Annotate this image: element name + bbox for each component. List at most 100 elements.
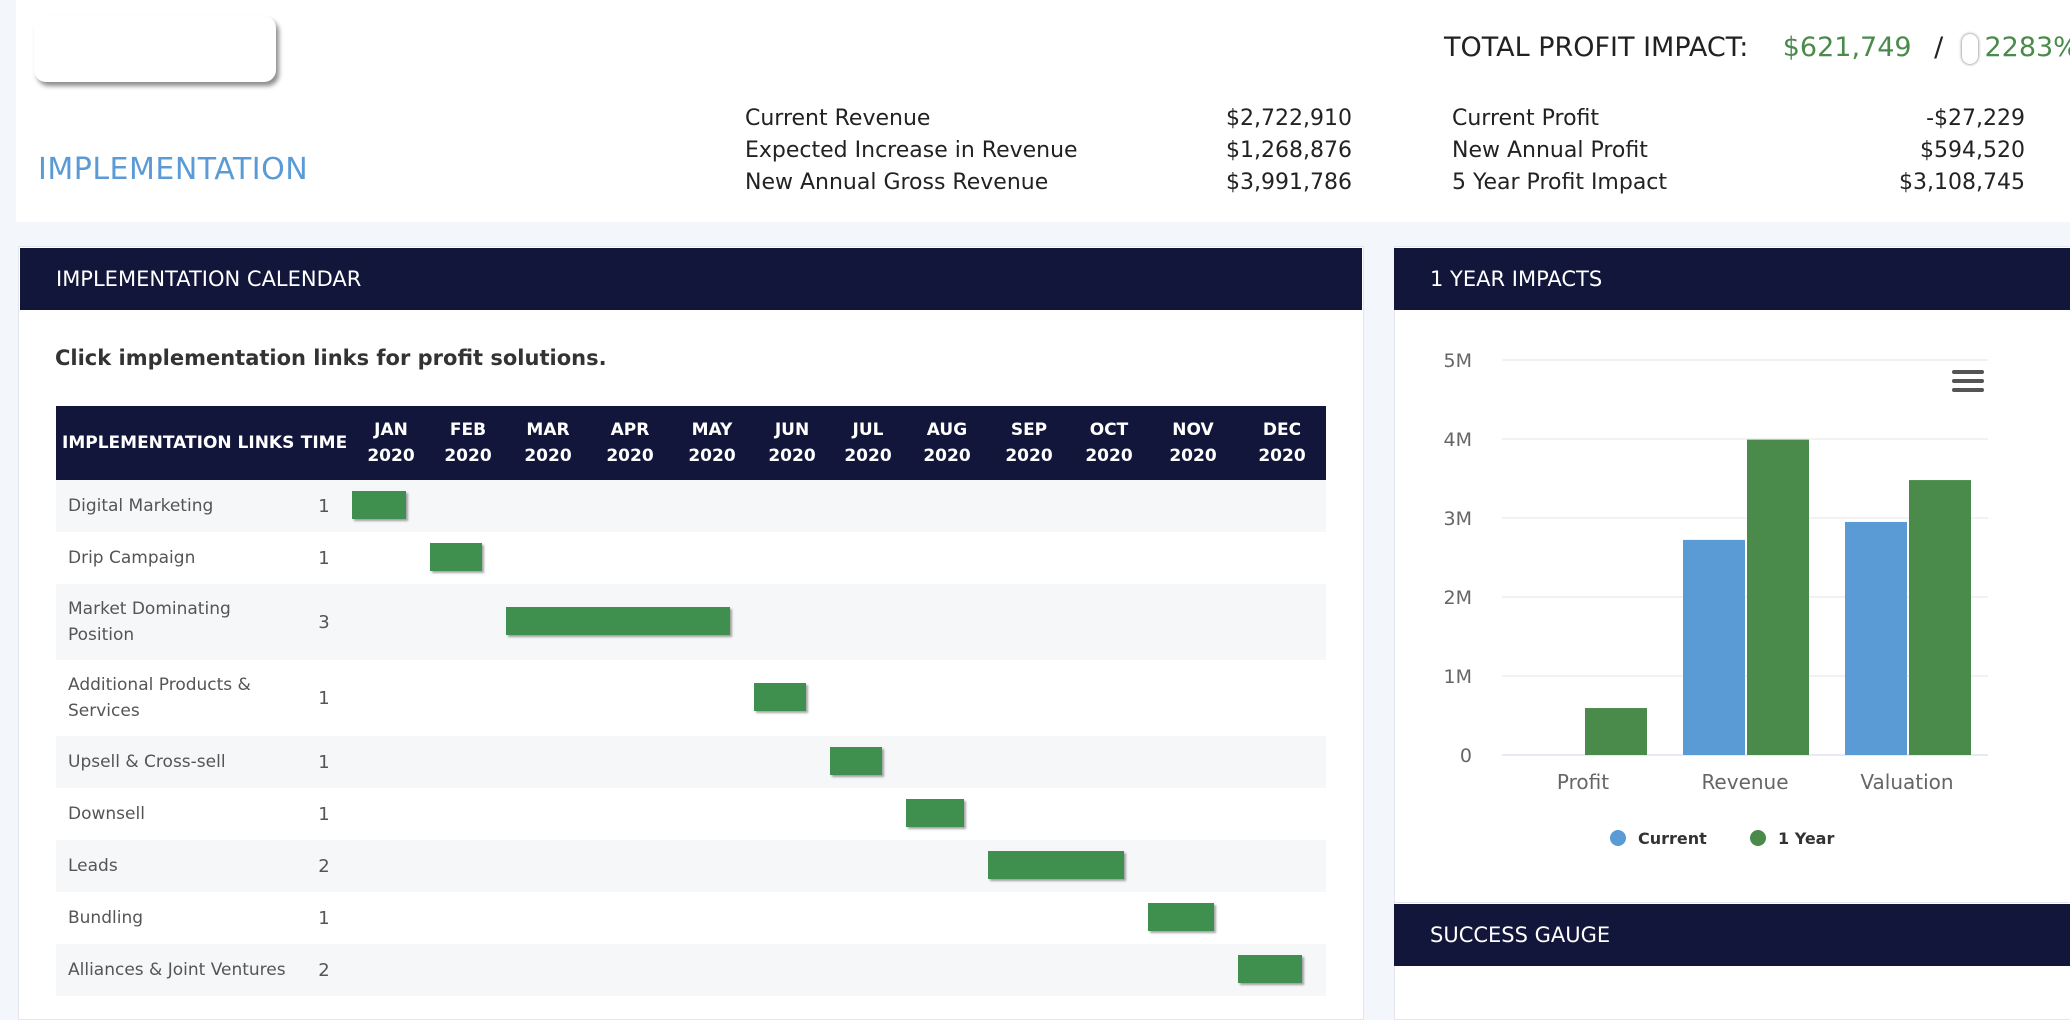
implementation-link[interactable]: Bundling xyxy=(56,892,296,944)
month-cell xyxy=(830,736,906,788)
implementation-link[interactable]: Digital Marketing xyxy=(56,480,296,532)
month-cell xyxy=(670,788,754,840)
timeline-bar[interactable] xyxy=(1238,955,1302,983)
revenue-summary: Current Revenue $2,722,910 Expected Incr… xyxy=(745,103,1352,199)
total-profit-impact: TOTAL PROFIT IMPACT: $621,749 / 2283%+ xyxy=(1444,32,2070,64)
calendar-row: Upsell & Cross-sell 1 xyxy=(56,736,1326,788)
summary-row: New Annual Profit $594,520 xyxy=(1452,135,2025,167)
month-cell xyxy=(988,736,1070,788)
company-logo[interactable] xyxy=(34,16,276,82)
column-header-time: TIME xyxy=(296,406,352,480)
y-tick-label: 1M xyxy=(1444,666,1472,688)
month-cell xyxy=(670,944,754,996)
implementation-link[interactable]: Market Dominating Position xyxy=(56,584,296,660)
summary-value: $1,268,876 xyxy=(1226,138,1352,163)
column-header-month: JUL 2020 xyxy=(830,406,906,480)
year-label: 2020 xyxy=(606,446,654,466)
implementation-link[interactable]: Additional Products & Services xyxy=(56,660,296,736)
timeline-bar[interactable] xyxy=(430,543,482,571)
implementation-link[interactable]: Leads xyxy=(56,840,296,892)
duration-cell: 1 xyxy=(296,480,352,532)
month-cell xyxy=(1148,736,1238,788)
month-cell xyxy=(430,736,506,788)
column-header-month: JUN 2020 xyxy=(754,406,830,480)
month-cell xyxy=(352,480,430,532)
month-cell xyxy=(430,840,506,892)
year-label: 2020 xyxy=(1005,446,1053,466)
year-label: 2020 xyxy=(524,446,572,466)
month-label: FEB xyxy=(449,420,487,440)
toggle-knob[interactable] xyxy=(1961,33,1978,64)
chart-bar xyxy=(1585,708,1647,755)
summary-row: New Annual Gross Revenue $3,991,786 xyxy=(745,167,1352,199)
month-cell xyxy=(1238,660,1326,736)
column-header-month: NOV 2020 xyxy=(1148,406,1238,480)
page-title: IMPLEMENTATION xyxy=(38,152,309,187)
month-cell xyxy=(1238,532,1326,584)
timeline-bar[interactable] xyxy=(1148,903,1214,931)
month-cell xyxy=(754,480,830,532)
month-cell xyxy=(1070,892,1148,944)
implementation-link[interactable]: Downsell xyxy=(56,788,296,840)
calendar-header-row: IMPLEMENTATION LINKS TIME JAN 2020 FEB 2020… xyxy=(56,406,1326,480)
y-tick-label: 0 xyxy=(1460,745,1472,767)
month-cell xyxy=(506,480,590,532)
calendar-instructions: Click implementation links for profit so… xyxy=(55,346,607,370)
timeline-bar[interactable] xyxy=(830,747,882,775)
month-cell xyxy=(830,660,906,736)
timeline-bar[interactable] xyxy=(906,799,964,827)
summary-label: Current Revenue xyxy=(745,106,931,131)
month-cell xyxy=(906,480,988,532)
implementation-link[interactable]: Drip Campaign xyxy=(56,532,296,584)
calendar-row: Additional Products & Services 1 xyxy=(56,660,1326,736)
month-cell xyxy=(670,660,754,736)
month-cell xyxy=(830,480,906,532)
duration-cell: 1 xyxy=(296,892,352,944)
month-cell xyxy=(988,480,1070,532)
month-cell xyxy=(830,788,906,840)
summary-value: $594,520 xyxy=(1920,138,2025,163)
summary-row: Expected Increase in Revenue $1,268,876 xyxy=(745,135,1352,167)
implementation-calendar-table: IMPLEMENTATION LINKS TIME JAN 2020 FEB 2020… xyxy=(56,406,1326,996)
month-cell xyxy=(1070,788,1148,840)
month-cell xyxy=(1070,584,1148,660)
month-cell xyxy=(1238,840,1326,892)
month-cell xyxy=(988,660,1070,736)
column-header-month: APR 2020 xyxy=(590,406,670,480)
month-label: AUG xyxy=(926,420,968,440)
month-cell xyxy=(988,788,1070,840)
duration-cell: 1 xyxy=(296,532,352,584)
timeline-bar[interactable] xyxy=(352,491,406,519)
implementation-link[interactable]: Upsell & Cross-sell xyxy=(56,736,296,788)
legend-label: 1 Year xyxy=(1778,829,1834,848)
summary-row: Current Revenue $2,722,910 xyxy=(745,103,1352,135)
total-profit-separator: / xyxy=(1934,32,1944,63)
duration-cell: 2 xyxy=(296,840,352,892)
calendar-row: Bundling 1 xyxy=(56,892,1326,944)
month-cell xyxy=(1238,944,1326,996)
hamburger-menu-icon[interactable] xyxy=(1952,370,1984,396)
timeline-bar[interactable] xyxy=(754,683,806,711)
total-profit-label: TOTAL PROFIT IMPACT: xyxy=(1444,32,1749,63)
month-cell xyxy=(506,584,730,660)
chart-bar xyxy=(1909,480,1971,755)
month-cell xyxy=(352,944,430,996)
year-label: 2020 xyxy=(1258,446,1306,466)
month-cell xyxy=(1070,736,1148,788)
column-header-month: OCT 2020 xyxy=(1070,406,1148,480)
month-cell xyxy=(590,532,670,584)
month-cell xyxy=(830,944,906,996)
timeline-bar[interactable] xyxy=(988,851,1124,879)
month-cell xyxy=(590,788,670,840)
duration-cell: 1 xyxy=(296,660,352,736)
month-cell xyxy=(754,660,830,736)
month-cell xyxy=(754,840,830,892)
month-cell xyxy=(988,584,1070,660)
implementation-link[interactable]: Alliances & Joint Ventures xyxy=(56,944,296,996)
month-cell xyxy=(670,736,754,788)
month-cell xyxy=(754,944,830,996)
timeline-bar[interactable] xyxy=(506,607,730,635)
month-cell xyxy=(1238,736,1326,788)
month-cell xyxy=(830,532,906,584)
summary-label: Current Profit xyxy=(1452,106,1600,131)
